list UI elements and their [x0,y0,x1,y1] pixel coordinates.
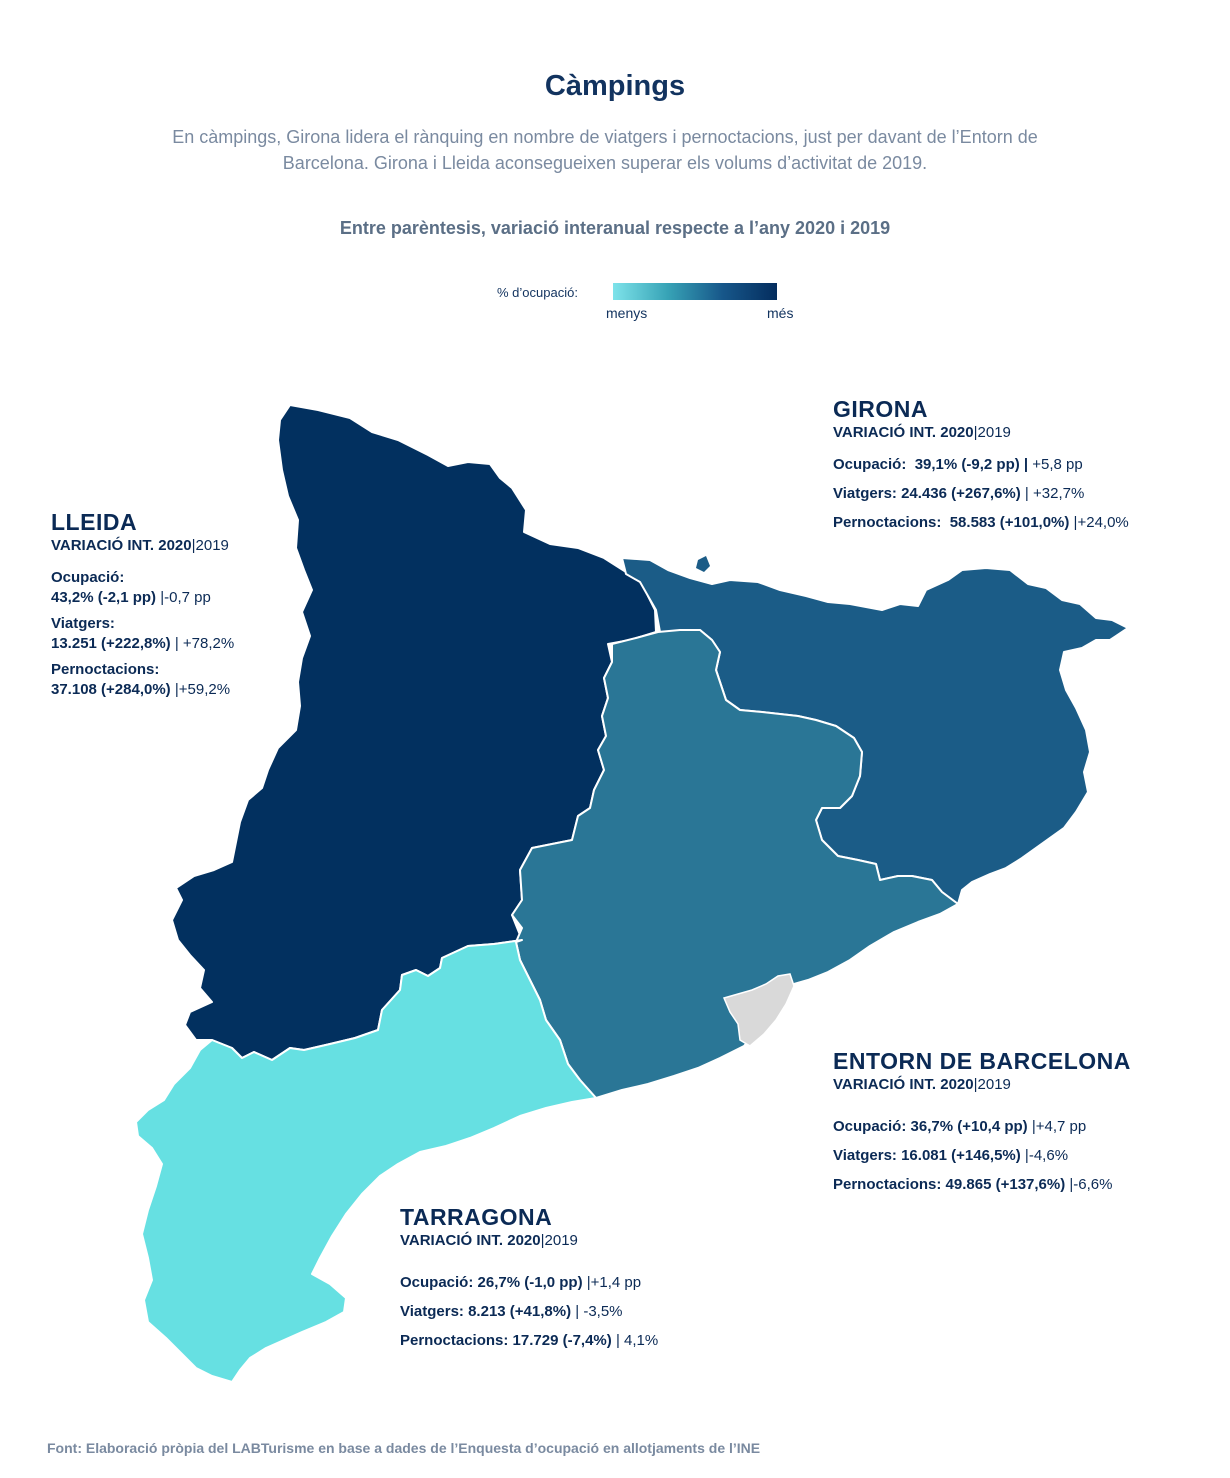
girona-occ-value: 39,1% (-9,2 pp) [914,456,1020,473]
lleida-name: LLEIDA [51,509,138,535]
barcelona-nights-prev: -6,6% [1073,1176,1113,1193]
tarragona-travellers: Viatgers: 8.213 (+41,8%) | -3,5% [400,1303,623,1320]
girona-nights-prev: +24,0% [1077,514,1129,531]
girona-nights-label: Pernoctacions: [833,514,942,531]
tarragona-trav-value: 8.213 (+41,8%) [468,1303,572,1320]
lleida-occ-label: Ocupació: [51,569,125,586]
lleida-trav-label: Viatgers: [51,615,115,632]
lleida-var-label: VARIACIÓ INT. 2020 [51,537,192,554]
tarragona-trav-label: Viatgers: [400,1303,464,1320]
girona-occ-label: Ocupació: [833,456,907,473]
tarragona-occupancy: Ocupació: 26,7% (-1,0 pp) |+1,4 pp [400,1274,642,1291]
region-barcelona[interactable] [511,629,959,1099]
lleida-nights-value: 37.108 (+284,0%) [51,681,171,698]
lleida-occ-value: 43,2% (-2,1 pp) [51,589,157,606]
barcelona-var-label: VARIACIÓ INT. 2020 [833,1076,974,1093]
barcelona-nights-label: Pernoctacions: [833,1176,942,1193]
tarragona-overnights: Pernoctacions: 17.729 (-7,4%) | 4,1% [400,1332,659,1349]
barcelona-var-year: 2019 [977,1076,1011,1093]
lleida-overnights: Pernoctacions: 37.108 (+284,0%) |+59,2% [51,661,231,698]
legend-label: % d’ocupació: [497,285,578,300]
tarragona-var-label: VARIACIÓ INT. 2020 [400,1232,541,1249]
page-subtitle: En càmpings, Girona lidera el rànquing e… [172,127,1038,173]
lleida-info: LLEIDA VARIACIÓ INT. 2020|2019 Ocupació:… [51,508,311,706]
barcelona-occupancy: Ocupació: 36,7% (+10,4 pp) |+4,7 pp [833,1118,1087,1135]
tarragona-nights-prev: 4,1% [624,1332,659,1349]
lleida-occupancy: Ocupació: 43,2% (-2,1 pp) |-0,7 pp [51,569,211,606]
tarragona-name: TARRAGONA [400,1204,553,1230]
region-tarragona[interactable] [135,939,597,1383]
girona-name: GIRONA [833,396,928,422]
lleida-trav-value: 13.251 (+222,8%) [51,635,171,652]
tarragona-occ-value: 26,7% (-1,0 pp) [477,1274,583,1291]
legend-max-label: més [767,305,794,321]
girona-occ-prev: +5,8 pp [1032,456,1083,473]
barcelona-occ-value: 36,7% (+10,4 pp) [910,1118,1028,1135]
barcelona-overnights: Pernoctacions: 49.865 (+137,6%) |-6,6% [833,1176,1113,1193]
tarragona-trav-prev: -3,5% [583,1303,623,1320]
tarragona-variation-label: VARIACIÓ INT. 2020|2019 [400,1232,578,1249]
lleida-travellers: Viatgers: 13.251 (+222,8%) | +78,2% [51,615,235,652]
girona-nights-value: 58.583 (+101,0%) [949,514,1070,531]
tarragona-occ-label: Ocupació: [400,1274,474,1291]
girona-trav-prev: +32,7% [1033,485,1085,502]
girona-variation-label: VARIACIÓ INT. 2020|2019 [833,424,1011,441]
barcelona-city-area [722,973,795,1047]
tarragona-occ-prev: +1,4 pp [590,1274,642,1291]
girona-enclave [696,556,710,572]
tarragona-nights-value: 17.729 (-7,4%) [512,1332,612,1349]
girona-overnights: Pernoctacions: 58.583 (+101,0%) |+24,0% [833,514,1129,531]
barcelona-variation-label: VARIACIÓ INT. 2020|2019 [833,1076,1011,1093]
lleida-trav-prev: +78,2% [182,635,235,652]
girona-info: GIRONA VARIACIÓ INT. 2020|2019 Ocupació:… [833,395,1213,542]
girona-travellers: Viatgers: 24.436 (+267,6%) | +32,7% [833,485,1085,502]
girona-var-label: VARIACIÓ INT. 2020 [833,424,974,441]
tarragona-info: TARRAGONA VARIACIÓ INT. 2020|2019 Ocupac… [400,1203,760,1360]
page-title: Càmpings [544,70,686,102]
barcelona-nights-value: 49.865 (+137,6%) [945,1176,1066,1193]
girona-occupancy: Ocupació: 39,1% (-9,2 pp) | +5,8 pp [833,456,1083,473]
lleida-var-year: 2019 [195,537,229,554]
legend-gradient-bar [613,283,777,300]
source-note: Font: Elaboració pròpia del LABTurisme e… [47,1440,761,1456]
barcelona-occ-label: Ocupació: [833,1118,907,1135]
barcelona-occ-prev: +4,7 pp [1035,1118,1087,1135]
tarragona-var-year: 2019 [544,1232,578,1249]
lleida-nights-label: Pernoctacions: [51,661,160,678]
barcelona-trav-label: Viatgers: [833,1147,897,1164]
variation-note: Entre parèntesis, variació interanual re… [339,218,891,238]
barcelona-trav-value: 16.081 (+146,5%) [901,1147,1021,1164]
lleida-variation-label: VARIACIÓ INT. 2020|2019 [51,537,229,554]
ebro-delta-detail [256,1356,292,1368]
barcelona-info: ENTORN DE BARCELONA VARIACIÓ INT. 2020|2… [833,1047,1213,1204]
barcelona-trav-prev: -4,6% [1028,1147,1069,1164]
barcelona-travellers: Viatgers: 16.081 (+146,5%) |-4,6% [833,1147,1069,1164]
legend-min-label: menys [606,305,648,321]
barcelona-name: ENTORN DE BARCELONA [833,1048,1131,1074]
girona-trav-value: 24.436 (+267,6%) [901,485,1021,502]
girona-var-year: 2019 [977,424,1011,441]
girona-trav-label: Viatgers: [833,485,897,502]
tarragona-nights-label: Pernoctacions: [400,1332,509,1349]
lleida-nights-prev: +59,2% [178,681,231,698]
lleida-occ-prev: -0,7 pp [164,589,211,606]
